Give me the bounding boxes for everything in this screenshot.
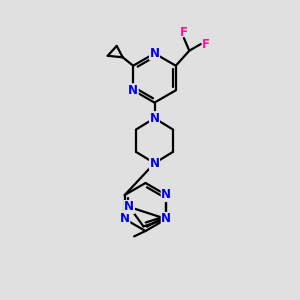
Text: N: N [128,84,138,97]
Text: N: N [124,200,134,214]
Text: N: N [149,47,160,60]
Text: F: F [180,26,188,39]
Text: N: N [120,212,130,226]
Text: F: F [202,38,210,51]
Text: N: N [149,112,160,125]
Text: N: N [161,212,171,226]
Text: N: N [161,188,171,202]
Text: N: N [149,157,160,170]
